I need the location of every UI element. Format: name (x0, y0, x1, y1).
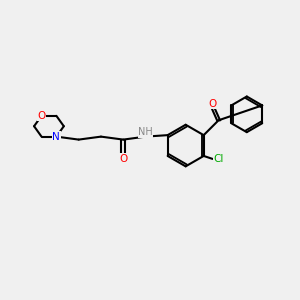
Text: O: O (208, 99, 217, 109)
Text: O: O (38, 111, 46, 121)
Text: O: O (119, 154, 128, 164)
Text: N: N (52, 132, 60, 142)
Text: NH: NH (138, 127, 153, 137)
Text: Cl: Cl (213, 154, 224, 164)
